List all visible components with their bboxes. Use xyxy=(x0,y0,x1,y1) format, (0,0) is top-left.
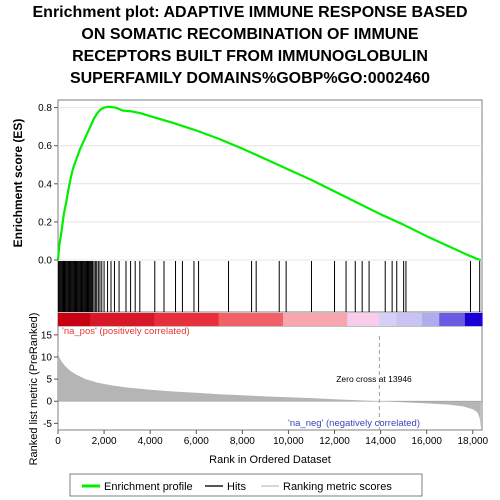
x-tick-label: 16,000 xyxy=(411,436,442,447)
x-tick-label: 8,000 xyxy=(230,436,255,447)
heatmap-cell xyxy=(283,313,294,326)
heatmap-cell xyxy=(448,313,457,326)
heatmap-cell xyxy=(326,313,337,326)
es-y-tick-label: 0.6 xyxy=(38,141,52,152)
heatmap-cell xyxy=(358,313,369,326)
heatmap-cell xyxy=(133,313,144,326)
x-tick-label: 14,000 xyxy=(365,436,396,447)
heatmap-cell xyxy=(422,313,431,326)
x-tick-label: 6,000 xyxy=(184,436,209,447)
heatmap-cell xyxy=(465,313,474,326)
metric-y-tick-label: 5 xyxy=(46,375,52,386)
x-axis-label: Rank in Ordered Dataset xyxy=(209,454,331,466)
es-y-tick-label: 0.4 xyxy=(38,179,52,190)
heatmap-cell xyxy=(240,313,251,326)
x-tick-label: 2,000 xyxy=(92,436,117,447)
heatmap-cell xyxy=(101,313,112,326)
es-y-tick-label: 0.2 xyxy=(38,217,52,228)
heatmap-cell xyxy=(176,313,187,326)
heatmap-cell xyxy=(197,313,208,326)
es-y-tick-label: 0.8 xyxy=(38,103,52,114)
x-tick-label: 0 xyxy=(55,436,61,447)
hits-panel xyxy=(58,260,482,312)
heatmap-cell xyxy=(112,313,123,326)
heatmap-cell xyxy=(304,313,315,326)
heatmap-cell xyxy=(208,313,219,326)
legend-metric-label: Ranking metric scores xyxy=(283,481,392,493)
es-y-axis: 0.0 0.2 0.4 0.6 0.8 xyxy=(38,103,58,266)
heatmap-cell xyxy=(79,313,90,326)
heatmap-cell xyxy=(262,313,273,326)
x-tick-label: 12,000 xyxy=(319,436,350,447)
x-tick-label: 10,000 xyxy=(273,436,304,447)
legend-enrichment-label: Enrichment profile xyxy=(104,481,193,493)
heatmap-cell xyxy=(69,313,80,326)
positive-correlation-label: 'na_pos' (positively correlated) xyxy=(62,326,190,337)
heatmap-cell xyxy=(272,313,283,326)
zero-cross-label: Zero cross at 13946 xyxy=(336,374,412,384)
legend-hits-label: Hits xyxy=(227,481,246,493)
heatmap-cell xyxy=(347,313,358,326)
x-tick-label: 18,000 xyxy=(457,436,488,447)
heatmap-cell xyxy=(154,313,165,326)
heatmap-cell xyxy=(58,313,69,326)
heatmap-cell xyxy=(369,313,380,326)
negative-correlation-label: 'na_neg' (negatively correlated) xyxy=(288,418,420,429)
heatmap-cell xyxy=(90,313,101,326)
heatmap-cell xyxy=(187,313,198,326)
heatmap-cell xyxy=(473,313,482,326)
ranked-heatmap xyxy=(58,313,483,326)
heatmap-cell xyxy=(294,313,305,326)
heatmap-cell xyxy=(315,313,326,326)
heatmap-cell xyxy=(165,313,176,326)
metric-y-axis-label: Ranked list metric (PreRanked) xyxy=(28,313,40,466)
heatmap-cell xyxy=(388,313,397,326)
heatmap-cell xyxy=(122,313,133,326)
heatmap-cell xyxy=(337,313,348,326)
heatmap-cell xyxy=(456,313,465,326)
es-y-tick-label: 0.0 xyxy=(38,256,52,267)
x-axis: 0 2,000 4,000 6,000 8,000 10,000 12,000 14,000 1… xyxy=(55,430,488,447)
heatmap-cell xyxy=(405,313,414,326)
metric-y-tick-label: -5 xyxy=(43,419,52,430)
heatmap-cell xyxy=(379,313,388,326)
x-tick-label: 4,000 xyxy=(138,436,163,447)
metric-y-tick-label: 15 xyxy=(41,330,53,341)
heatmap-cell xyxy=(251,313,262,326)
heatmap-cell xyxy=(414,313,423,326)
metric-y-tick-label: 0 xyxy=(46,397,52,408)
es-y-axis-label: Enrichment score (ES) xyxy=(11,119,25,248)
heatmap-cell xyxy=(144,313,155,326)
metric-panel xyxy=(58,326,482,430)
heatmap-cell xyxy=(229,313,240,326)
heatmap-cell xyxy=(219,313,230,326)
metric-y-axis: -5 0 5 10 15 xyxy=(41,330,58,430)
heatmap-cell xyxy=(431,313,440,326)
metric-y-tick-label: 10 xyxy=(41,352,53,363)
es-panel xyxy=(58,100,482,260)
heatmap-cell xyxy=(396,313,405,326)
heatmap-cell xyxy=(439,313,448,326)
